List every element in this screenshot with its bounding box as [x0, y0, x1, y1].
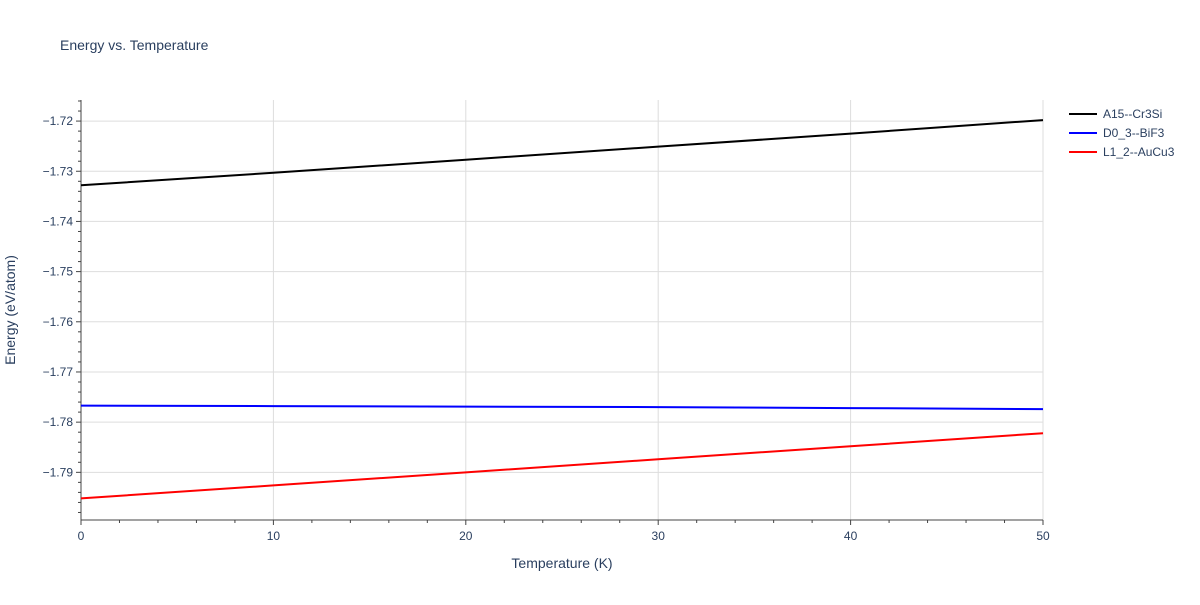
y-tick-label: −1.74 — [43, 214, 74, 228]
y-tick-label: −1.76 — [43, 315, 74, 329]
grid — [81, 100, 1044, 520]
axes — [76, 100, 1044, 525]
chart-title: Energy vs. Temperature — [60, 37, 209, 53]
y-tick-label: −1.73 — [43, 164, 74, 178]
tick-labels: 0 10 20 30 40 50 −1.72 −1.73 −1.74 −1.75 −1.76 −1.7… — [43, 114, 1050, 543]
y-tick-label: −1.75 — [43, 265, 74, 279]
plot-area — [80, 119, 1044, 500]
series-line — [80, 119, 1044, 187]
legend-label: A15--Cr3Si — [1103, 107, 1162, 121]
legend-label: D0_3--BiF3 — [1103, 126, 1165, 140]
x-tick-label: 40 — [844, 529, 858, 543]
legend-item[interactable]: D0_3--BiF3 — [1069, 126, 1165, 140]
legend-label: L1_2--AuCu3 — [1103, 145, 1175, 159]
x-tick-label: 50 — [1036, 529, 1050, 543]
x-tick-label: 0 — [78, 529, 85, 543]
x-tick-label: 30 — [652, 529, 666, 543]
legend-item[interactable]: L1_2--AuCu3 — [1069, 145, 1175, 159]
y-tick-label: −1.79 — [43, 465, 74, 479]
y-tick-label: −1.78 — [43, 415, 74, 429]
x-axis-title: Temperature (K) — [511, 555, 612, 571]
x-tick-label: 10 — [267, 529, 281, 543]
legend[interactable]: A15--Cr3Si D0_3--BiF3 L1_2--AuCu3 — [1069, 107, 1175, 159]
y-axis-title: Energy (eV/atom) — [2, 255, 18, 365]
y-tick-label: −1.77 — [43, 365, 74, 379]
y-tick-label: −1.72 — [43, 114, 74, 128]
legend-item[interactable]: A15--Cr3Si — [1069, 107, 1162, 121]
x-tick-label: 20 — [459, 529, 473, 543]
series-line — [80, 404, 1044, 411]
series-line — [80, 432, 1044, 500]
